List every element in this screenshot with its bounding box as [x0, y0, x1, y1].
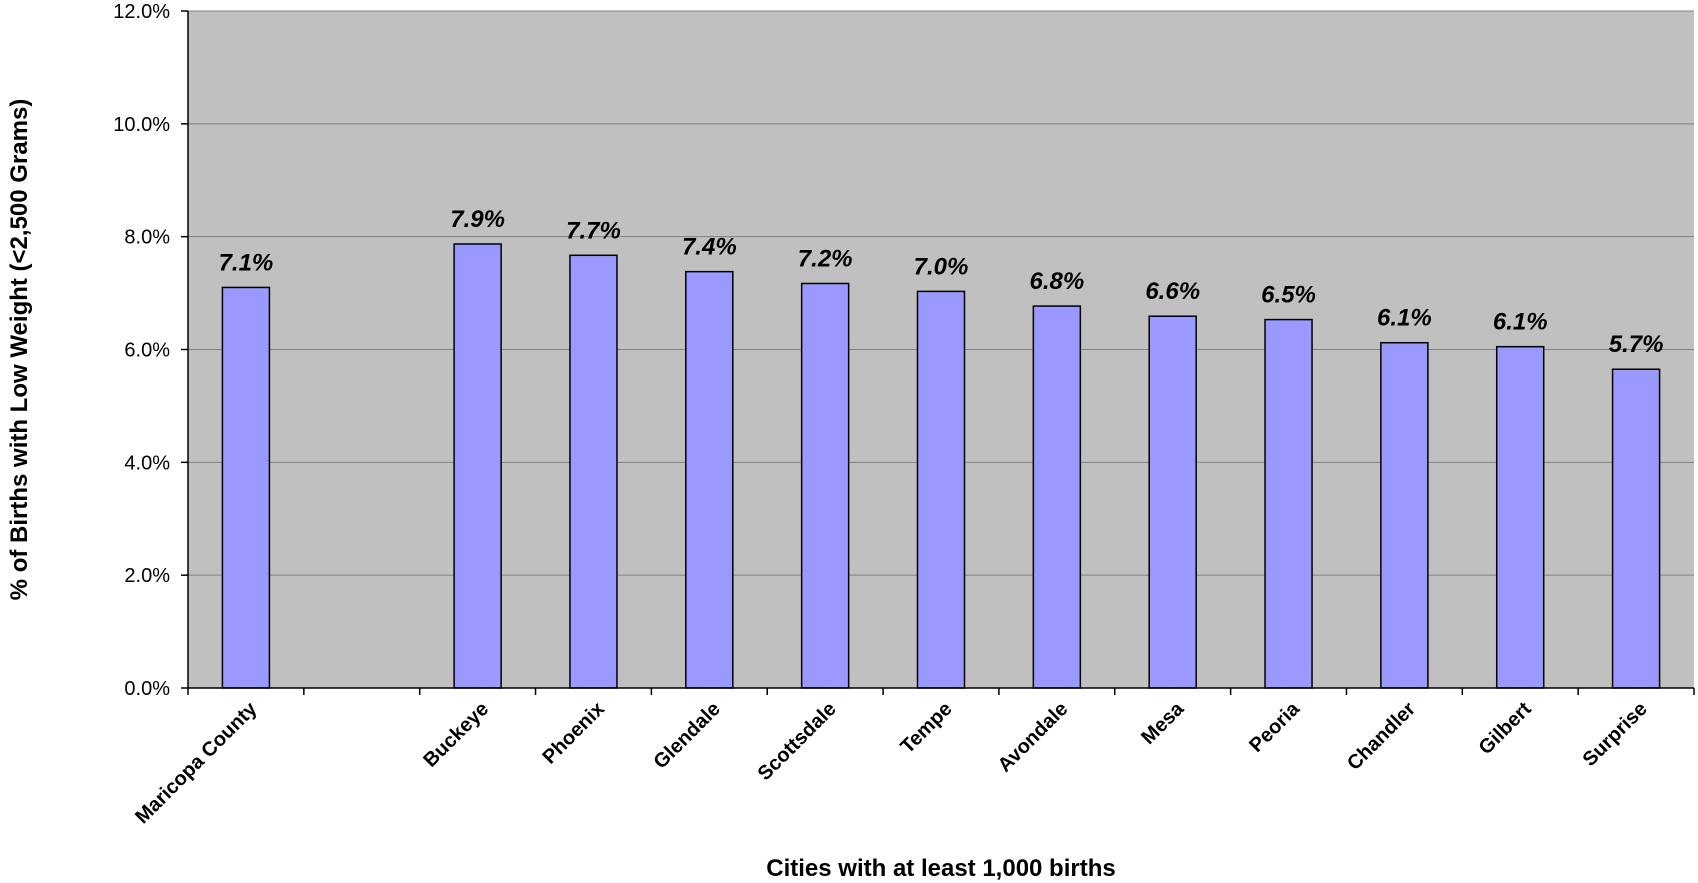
x-tick-label: Surprise — [1579, 698, 1652, 771]
y-tick-label: 6.0% — [124, 340, 170, 362]
bar — [453, 243, 502, 689]
bar — [1495, 345, 1545, 689]
data-labels: 7.1% 7.9% 7.7% 7.4% 7.2% 7.0% 6.8% 6.6% 6.5% 6.1%… — [219, 206, 1664, 358]
bar — [916, 290, 966, 689]
x-tick-label: Chandler — [1343, 698, 1420, 775]
bars — [221, 243, 1661, 689]
x-tick-label: Avondale — [994, 698, 1073, 777]
data-label: 7.2% — [798, 245, 853, 272]
y-tick-label: 8.0% — [124, 227, 170, 249]
bar — [1380, 341, 1429, 689]
data-label: 6.1% — [1377, 305, 1432, 332]
bar — [1264, 318, 1313, 689]
y-tick-label: 4.0% — [124, 452, 170, 474]
y-tick-labels: 0.0% 2.0% 4.0% 6.0% 8.0% 10.0% 12.0% — [113, 1, 170, 700]
x-tick-label: Peoria — [1245, 697, 1304, 756]
y-tick-label: 10.0% — [113, 114, 170, 136]
data-label: 7.7% — [566, 217, 621, 244]
x-tick-label: Glendale — [650, 698, 725, 773]
data-label: 7.4% — [682, 234, 737, 261]
data-label: 7.1% — [219, 249, 274, 276]
x-axis-title: Cities with at least 1,000 births — [766, 855, 1115, 882]
y-tick-label: 2.0% — [124, 565, 170, 587]
x-tick-label: Gilbert — [1475, 698, 1536, 759]
x-tick-labels: Maricopa County Buckeye Phoenix Glendale Sco… — [131, 697, 1651, 828]
data-label: 7.0% — [914, 253, 969, 280]
data-label: 5.7% — [1609, 331, 1664, 358]
axes — [181, 10, 1695, 695]
y-tick-label: 0.0% — [124, 678, 170, 700]
y-axis-title: % of Births with Low Weight (<2,500 Gram… — [6, 99, 33, 601]
x-tick-label: Maricopa County — [131, 697, 262, 828]
y-tick-label: 12.0% — [113, 1, 170, 23]
x-tick-label: Phoenix — [538, 698, 609, 769]
data-label: 6.6% — [1145, 278, 1200, 305]
x-tick-label: Mesa — [1137, 697, 1189, 749]
bar — [569, 254, 618, 689]
x-tick-label: Scottsdale — [754, 698, 841, 785]
bar — [221, 286, 271, 689]
x-tick-label: Tempe — [896, 698, 956, 758]
bar — [1032, 305, 1082, 689]
x-tick-label: Buckeye — [419, 698, 493, 772]
bar — [685, 270, 734, 689]
bar — [1148, 315, 1197, 689]
data-label: 7.9% — [450, 206, 505, 233]
data-label: 6.8% — [1029, 268, 1084, 295]
bar — [1611, 368, 1661, 689]
data-label: 6.5% — [1261, 282, 1316, 309]
bar — [800, 282, 850, 689]
data-label: 6.1% — [1493, 309, 1548, 336]
